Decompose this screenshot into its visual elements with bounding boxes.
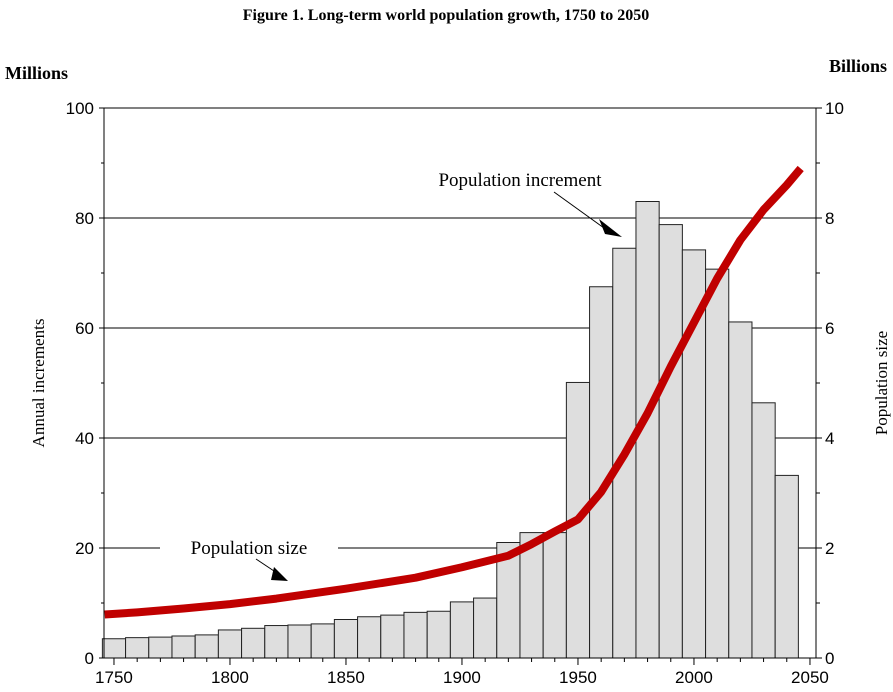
- y-axis-label: Annual increments: [29, 319, 48, 448]
- bar-1840: [310, 623, 335, 659]
- bar-2040: [774, 474, 799, 659]
- x-tick-label: 2000: [675, 668, 713, 687]
- bar-1910: [473, 597, 498, 659]
- size-label-bg: [160, 533, 338, 561]
- population-size-line: [104, 165, 804, 619]
- x-tick-label: 1900: [443, 668, 481, 687]
- bar-1990: [658, 224, 683, 659]
- bar-1780: [171, 635, 196, 659]
- y-tick-label: 0: [85, 649, 94, 668]
- y-tick-label: 20: [75, 539, 94, 558]
- x-tick-label: 1800: [211, 668, 249, 687]
- annotation-population-size: Population size: [191, 538, 308, 559]
- bar-1810: [241, 627, 266, 659]
- x-tick-label: 1850: [327, 668, 365, 687]
- y-tick-label: 100: [66, 99, 94, 118]
- bar-2010: [705, 268, 730, 659]
- x-tick-label: 2050: [791, 668, 829, 687]
- y-tick-label: 80: [75, 209, 94, 228]
- annotation-population-increment: Population increment: [438, 170, 602, 191]
- y2-tick-label: 8: [825, 209, 834, 228]
- bar-1860: [357, 616, 382, 659]
- left-unit-label: Millions: [5, 63, 68, 83]
- right-unit-label: Billions: [829, 56, 887, 76]
- bar-1850: [333, 619, 359, 659]
- y2-tick-label: 6: [825, 319, 834, 338]
- bar-1940: [542, 532, 567, 659]
- bar-1760: [125, 637, 150, 659]
- bar-1830: [287, 624, 312, 659]
- bar-1800: [217, 629, 243, 659]
- y-tick-label: 40: [75, 429, 94, 448]
- bar-1900: [449, 601, 475, 659]
- size-arrow-head: [271, 567, 288, 581]
- y2-tick-label: 10: [825, 99, 844, 118]
- bar-2020: [728, 321, 753, 659]
- increment-arrow-line: [553, 191, 605, 229]
- x-tick-label: 1750: [95, 668, 133, 687]
- bar-1790: [194, 634, 219, 659]
- increment-arrow-head: [599, 219, 622, 237]
- bar-1770: [148, 636, 173, 659]
- y2-tick-label: 2: [825, 539, 834, 558]
- y-tick-label: 60: [75, 319, 94, 338]
- bar-1880: [403, 611, 428, 659]
- y2-tick-label: 4: [825, 429, 834, 448]
- bar-1750: [101, 638, 127, 659]
- bar-1820: [264, 625, 289, 659]
- chart-title: Figure 1. Long-term world population gro…: [243, 7, 650, 24]
- bar-1890: [426, 610, 451, 659]
- bar-1870: [380, 614, 405, 659]
- bar-2030: [751, 402, 776, 659]
- y2-tick-label: 0: [825, 649, 834, 668]
- y2-axis-label: Population size: [872, 331, 891, 435]
- x-tick-label: 1950: [559, 668, 597, 687]
